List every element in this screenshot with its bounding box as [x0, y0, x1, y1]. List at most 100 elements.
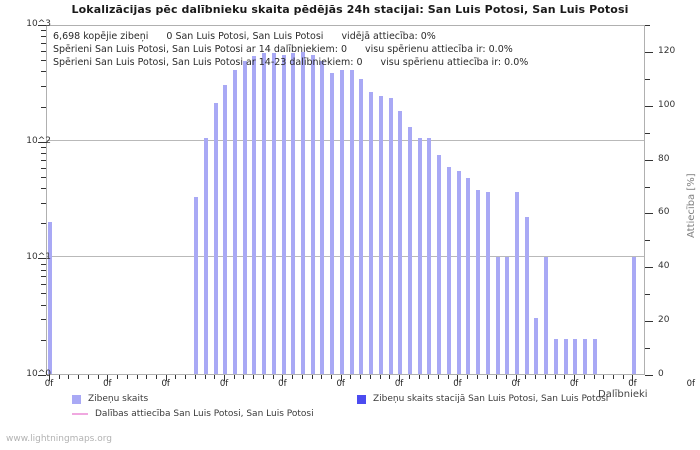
y-axis-major-tick — [38, 25, 46, 26]
x-axis-minor-tick — [243, 375, 245, 379]
bar — [359, 78, 364, 374]
bar — [544, 257, 549, 374]
y-axis-right-tick-label: 60 — [658, 207, 670, 218]
bar — [223, 85, 228, 374]
x-axis-tick-label: 0f — [161, 379, 170, 389]
bar — [339, 70, 344, 374]
y-axis-minor-tick — [41, 167, 46, 169]
x-axis-minor-tick — [564, 375, 566, 379]
bar — [437, 155, 442, 374]
y-axis-left-tick-label: 10^3 — [26, 19, 51, 29]
bar — [301, 52, 306, 374]
bar — [242, 61, 247, 374]
x-axis-major-tick — [282, 375, 284, 381]
bar — [563, 338, 568, 374]
y-axis-minor-tick — [41, 284, 46, 286]
y2-axis-major-tick — [645, 51, 653, 53]
bar — [262, 53, 267, 374]
x-axis-tick-label: 0f — [394, 379, 404, 389]
x-axis-tick-label: 0f — [569, 379, 579, 389]
x-axis-minor-tick — [447, 375, 449, 379]
bar — [583, 338, 588, 374]
bar — [407, 127, 412, 374]
legend-label: Zibeņu skaits stacijā San Luis Potosi, S… — [373, 394, 609, 404]
x-axis-minor-tick — [360, 375, 362, 379]
bar — [281, 55, 286, 374]
y-axis-right-tick-label: 40 — [658, 261, 670, 272]
legend-swatch-icon — [72, 394, 81, 404]
footer-watermark: www.lightningmaps.org — [6, 434, 112, 444]
y-axis-minor-tick — [41, 36, 46, 38]
y2-axis-minor-tick — [645, 78, 650, 80]
x-axis-minor-tick — [292, 375, 294, 379]
x-axis-major-tick — [224, 375, 226, 381]
y-axis-minor-tick — [41, 223, 46, 225]
y2-axis-major-tick — [645, 105, 653, 107]
x-axis-minor-tick — [262, 375, 264, 379]
legend-swatch-icon — [357, 394, 366, 404]
bar — [427, 138, 432, 374]
x-axis-minor-tick — [330, 375, 332, 379]
x-axis-minor-tick — [496, 375, 498, 379]
x-axis-minor-tick — [535, 375, 537, 379]
x-axis-minor-tick — [544, 375, 546, 379]
x-axis-minor-tick — [155, 375, 157, 379]
plot-inner — [47, 26, 644, 374]
x-axis-minor-tick — [146, 375, 148, 379]
x-axis-minor-tick — [87, 375, 89, 379]
x-axis-minor-tick — [486, 375, 488, 379]
x-axis-minor-tick — [117, 375, 119, 379]
y-axis-minor-tick — [41, 319, 46, 321]
y-axis-minor-tick — [41, 152, 46, 154]
x-axis-minor-tick — [350, 375, 352, 379]
legend-item-count-station[interactable]: Zibeņu skaits stacijā San Luis Potosi, S… — [357, 394, 608, 404]
y-axis-major-tick — [38, 375, 46, 376]
x-axis-minor-tick — [428, 375, 430, 379]
y2-axis-minor-tick — [645, 186, 650, 188]
bar — [388, 98, 393, 374]
x-axis-major-tick — [49, 375, 50, 381]
bar — [48, 222, 53, 374]
y2-axis-minor-tick — [645, 348, 650, 350]
x-axis-major-tick — [574, 375, 576, 381]
bar — [291, 53, 296, 374]
x-axis-minor-tick — [301, 375, 303, 379]
y-axis-minor-tick — [41, 106, 46, 108]
legend-item-count-all[interactable]: Zibeņu skaits — [72, 394, 148, 404]
page-title: Lokalizācijas pēc dalībnieku skaita pēdē… — [71, 3, 629, 16]
y-axis-minor-tick — [41, 159, 46, 161]
gridline — [47, 139, 644, 141]
x-axis-tick-label: 0f — [44, 379, 54, 389]
y-axis-minor-tick — [41, 293, 46, 295]
x-axis-minor-tick — [389, 375, 391, 379]
x-axis-major-tick — [457, 375, 459, 381]
bar — [194, 196, 199, 374]
bar — [534, 318, 539, 374]
x-axis-minor-tick — [525, 375, 527, 379]
y-axis-minor-tick — [41, 50, 46, 52]
legend-item-ratio-line[interactable]: Dalības attiecība San Luis Potosi, San L… — [72, 409, 314, 419]
x-axis-tick-label: 0f — [511, 379, 520, 389]
bar — [271, 53, 276, 374]
y2-axis-major-tick — [645, 375, 653, 376]
y-axis-major-tick — [38, 258, 46, 260]
bar — [349, 70, 354, 374]
y2-axis-minor-tick — [645, 25, 650, 26]
x-axis-minor-tick — [612, 375, 614, 379]
x-axis-major-tick — [165, 375, 167, 381]
bar — [631, 257, 636, 374]
y2-axis-minor-tick — [645, 240, 650, 242]
x-axis-minor-tick — [204, 375, 206, 379]
plot-area — [46, 25, 645, 375]
y-axis-minor-tick — [41, 304, 46, 306]
x-axis-minor-tick — [68, 375, 70, 379]
y-axis-minor-tick — [41, 176, 46, 178]
x-axis-tick-label: 0f — [453, 379, 462, 389]
y-axis-right-tick-label: 80 — [658, 153, 670, 164]
x-axis-minor-tick — [506, 375, 508, 379]
bar — [505, 257, 510, 374]
x-axis-tick-label: 0f — [219, 379, 229, 389]
bar — [252, 56, 257, 374]
x-axis-tick-label: 0f — [336, 379, 345, 389]
x-axis-minor-tick — [554, 375, 556, 379]
